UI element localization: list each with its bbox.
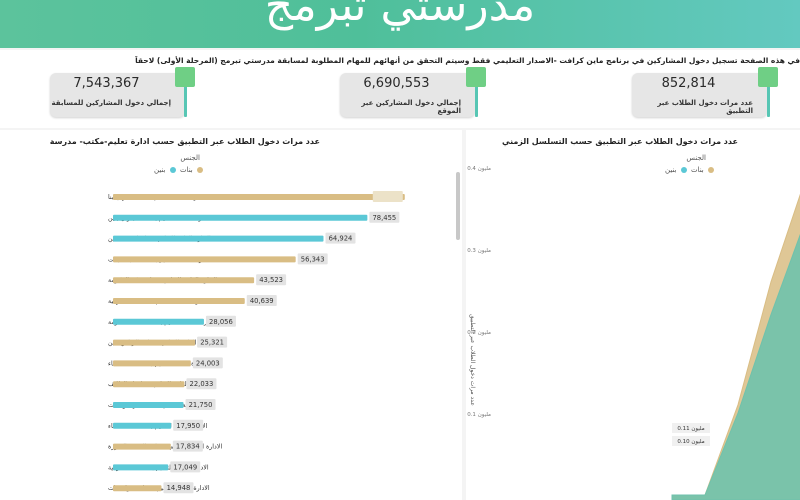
legend-girls-dot: [708, 167, 714, 173]
legend-title: الجنس: [180, 154, 200, 162]
kpi-card-total-entries: 7,543,367 إجمالي دخول المشاركين للمسابقة: [50, 73, 185, 117]
area-series-1[interactable]: [671, 224, 800, 500]
bar-chart: الادارة العامة للتعليم بمنطقة جازان-بناا…: [108, 172, 460, 494]
bar-value-label: 17,950: [176, 422, 200, 430]
kpi-card-app-entries: 852,814 عدد مرات دخول الطلاب عبر التطبيق: [632, 73, 767, 117]
right-legend: الجنس: [646, 154, 706, 166]
annotation-label: 0.11 مليون: [677, 426, 704, 432]
legend-girls-label: بنات: [179, 166, 193, 174]
bar-value-label: 43,523: [259, 276, 283, 284]
legend-girls-dot: [197, 167, 203, 173]
bar-value-bg: [297, 253, 328, 265]
page-title: مدرستي تبرمج: [264, 0, 536, 31]
bar-value-bg: [256, 274, 287, 286]
header-banner: مدرستي تبرمج: [0, 0, 800, 48]
bar-value-bg: [186, 378, 217, 390]
y-tick-label: 0.1 مليون: [467, 412, 491, 418]
bar[interactable]: [113, 422, 172, 429]
bar[interactable]: [113, 277, 255, 284]
bar[interactable]: [113, 381, 185, 388]
bar-value-bg: [185, 399, 216, 410]
bar-value-bg: [192, 357, 223, 369]
kpi-value: 7,543,367: [73, 76, 140, 91]
bar-value-bg: [325, 232, 356, 244]
bar[interactable]: [113, 464, 169, 471]
kpi-value: 6,690,553: [363, 76, 430, 91]
bar-value-label: 78,455: [372, 214, 396, 222]
bar-value-bg: [205, 315, 236, 327]
bar[interactable]: [113, 485, 162, 492]
kpi-card-website-entries: 6,690,553 إجمالي دخول المشاركين عبر المو…: [340, 73, 475, 117]
bar-value-bg: [372, 191, 403, 202]
kpi-flag-icon: [767, 69, 770, 117]
legend-girls-label: بنات: [690, 166, 704, 174]
y-tick-label: 0.4 مليون: [467, 166, 491, 172]
annotation-bg: [672, 423, 710, 433]
bar-value-bg: [172, 440, 203, 452]
legend-boys-dot: [169, 167, 176, 173]
kpi-label: إجمالي دخول المشاركين للمسابقة: [51, 99, 171, 107]
kpi-flag-icon: [475, 69, 478, 117]
kpi-label: إجمالي دخول المشاركين عبر الموقع: [361, 99, 461, 115]
bar-value-bg: [369, 211, 400, 223]
bar[interactable]: [113, 318, 204, 325]
bar-value-bg: [170, 461, 201, 473]
bar-value-label: 64,924: [329, 235, 353, 243]
kpi-value: 852,814: [661, 76, 716, 91]
bar-value-label: 40,639: [250, 297, 274, 305]
bar-value-label: 24,003: [196, 359, 220, 367]
bar-value-label: 21,750: [189, 401, 213, 409]
kpi-tile-icon: [466, 67, 486, 87]
bar-value-label: 14,948: [167, 484, 191, 492]
bar[interactable]: [113, 214, 368, 221]
bar[interactable]: [113, 298, 245, 304]
right-legend-items: بنات بنين: [636, 166, 716, 178]
bar-value-bg: [173, 419, 204, 431]
bar-value-bg: [163, 482, 194, 494]
legend-boys-label: بنين: [153, 166, 166, 174]
bar-value-label: 17,834: [176, 443, 200, 451]
bar-value-label: 22,033: [190, 380, 214, 388]
bar[interactable]: [113, 256, 296, 263]
right-chart-panel: عدد مرات دخول الطلاب عبر التطبيق حسب الت…: [466, 130, 800, 500]
bar-value-label: 17,049: [173, 463, 197, 471]
bar[interactable]: [113, 235, 324, 242]
kpi-tile-icon: [175, 67, 195, 87]
bar[interactable]: [113, 339, 196, 346]
left-legend-items: بنات بنين: [125, 166, 205, 178]
bar-value-bg: [197, 336, 228, 348]
area-chart: 0.1 مليون 0.2 مليون 0.3 مليون 0.4 مليون عدد …: [467, 166, 800, 500]
bar[interactable]: [113, 443, 171, 450]
left-chart-title: عدد مرات دخول الطلاب عبر التطبيق حسب ادا…: [49, 137, 320, 146]
right-chart-title: عدد مرات دخول الطلاب عبر التطبيق حسب الت…: [501, 137, 738, 146]
bar-value-label: 25,321: [200, 339, 224, 347]
left-chart-panel: عدد مرات دخول الطلاب عبر التطبيق حسب ادا…: [0, 130, 462, 500]
legend-boys-dot: [680, 167, 687, 173]
y-tick-label: 0.2 مليون: [467, 330, 491, 336]
scrollbar-thumb[interactable]: [456, 172, 460, 240]
legend-title: الجنس: [686, 154, 706, 162]
y-tick-label: 0.3 مليون: [467, 248, 491, 254]
legend-boys-label: بنين: [664, 166, 677, 174]
kpi-tile-icon: [758, 67, 778, 87]
bar-value-label: 56,343: [301, 255, 325, 263]
kpi-label: عدد مرات دخول الطلاب عبر التطبيق: [657, 99, 753, 115]
bar[interactable]: [113, 402, 184, 408]
bar-value-label: 28,056: [209, 318, 233, 326]
kpi-flag-icon: [184, 69, 187, 117]
bar-value-bg: [246, 295, 277, 306]
notice-text: في هذه الصفحة تسجيل دخول المشاركين في بر…: [135, 56, 800, 65]
bar[interactable]: [113, 360, 191, 367]
bar[interactable]: [113, 194, 405, 200]
annotation-bg: [672, 436, 710, 446]
y-axis-label: عدد مرات دخول الطلاب عبر التطبيق: [469, 314, 476, 406]
annotation-label: 0.10 مليون: [677, 439, 704, 445]
left-legend: الجنس: [130, 154, 200, 166]
